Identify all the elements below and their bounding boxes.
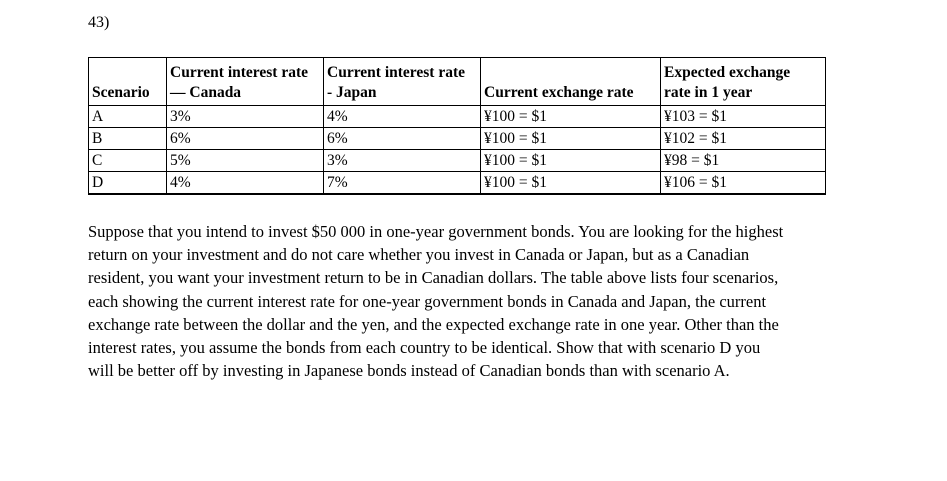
- column-header-japan-rate: Current interest rate - Japan: [323, 57, 481, 106]
- cell-canada-rate: 3%: [166, 105, 324, 128]
- question-text-line: each showing the current interest rate f…: [88, 291, 767, 311]
- table-row-scenario-a: A 3% 4% ¥100 = $1 ¥103 = $1: [88, 105, 826, 128]
- cell-current-exchange-rate: ¥100 = $1: [480, 127, 661, 150]
- header-line: Current exchange rate: [484, 83, 634, 101]
- cell-japan-rate: 6%: [323, 127, 481, 150]
- question-text-line: exchange rate between the dollar and the…: [88, 314, 779, 334]
- cell-current-exchange-rate: ¥100 = $1: [480, 149, 661, 172]
- header-line: Current interest rate: [327, 64, 466, 81]
- cell-canada-rate: 6%: [166, 127, 324, 150]
- header-line: - Japan: [327, 83, 377, 101]
- header-line: rate in 1 year: [664, 83, 753, 101]
- cell-canada-rate: 5%: [166, 149, 324, 172]
- cell-scenario: C: [88, 149, 167, 172]
- header-line: Current interest rate: [170, 64, 309, 81]
- cell-canada-rate: 4%: [166, 171, 324, 195]
- table-row-scenario-d: D 4% 7% ¥100 = $1 ¥106 = $1: [88, 171, 826, 195]
- question-number: 43): [88, 14, 110, 31]
- column-header-expected-exchange-rate: Expected exchange rate in 1 year: [660, 57, 826, 106]
- question-text-line: return on your investment and do not car…: [88, 245, 750, 265]
- column-header-scenario: Scenario: [88, 57, 167, 106]
- cell-current-exchange-rate: ¥100 = $1: [480, 171, 661, 195]
- cell-current-exchange-rate: ¥100 = $1: [480, 105, 661, 128]
- table-row-scenario-b: B 6% 6% ¥100 = $1 ¥102 = $1: [88, 127, 826, 150]
- table-row-scenario-c: C 5% 3% ¥100 = $1 ¥98 = $1: [88, 149, 826, 172]
- column-header-canada-rate: Current interest rate — Canada: [166, 57, 324, 106]
- question-text-line: resident, you want your investment retur…: [88, 268, 779, 288]
- table-header-row: Scenario Current interest rate — Canada …: [88, 57, 826, 106]
- cell-scenario: B: [88, 127, 167, 150]
- header-line: Scenario: [92, 83, 150, 101]
- cell-japan-rate: 3%: [323, 149, 481, 172]
- question-text-line: Suppose that you intend to invest $50 00…: [88, 222, 784, 241]
- cell-expected-exchange-rate: ¥102 = $1: [660, 127, 826, 150]
- header-line: — Canada: [170, 83, 242, 101]
- cell-expected-exchange-rate: ¥103 = $1: [660, 105, 826, 128]
- cell-expected-exchange-rate: ¥106 = $1: [660, 171, 826, 195]
- cell-scenario: D: [88, 171, 167, 195]
- cell-japan-rate: 7%: [323, 171, 481, 195]
- question-text: Suppose that you intend to invest $50 00…: [88, 220, 908, 382]
- cell-japan-rate: 4%: [323, 105, 481, 128]
- scenario-table: Scenario Current interest rate — Canada …: [88, 57, 826, 195]
- header-line: Expected exchange: [664, 64, 791, 81]
- column-header-current-exchange-rate: Current exchange rate: [480, 57, 661, 106]
- cell-scenario: A: [88, 105, 167, 128]
- question-text-line: interest rates, you assume the bonds fro…: [88, 338, 761, 358]
- question-text-line: will be better off by investing in Japan…: [88, 361, 730, 381]
- cell-expected-exchange-rate: ¥98 = $1: [660, 149, 826, 172]
